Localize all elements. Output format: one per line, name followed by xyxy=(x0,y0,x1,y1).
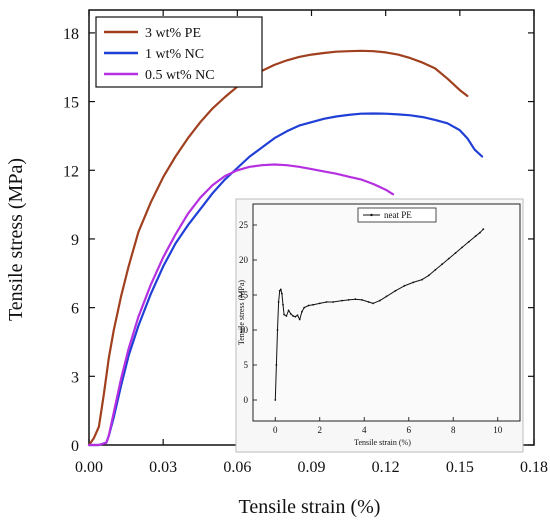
inset-point xyxy=(312,303,314,306)
inset-point xyxy=(378,299,381,302)
inset-y-tick-label: 10 xyxy=(239,325,249,335)
inset-point xyxy=(412,281,415,284)
inset-y-axis-label: Tensile stress (MPa) xyxy=(237,280,246,346)
x-tick-label: 0.12 xyxy=(372,459,400,476)
inset-point xyxy=(283,313,285,316)
series-line-3 xyxy=(87,163,395,447)
inset-y-tick-label: 15 xyxy=(239,290,249,300)
inset-point xyxy=(482,228,485,231)
inset-point xyxy=(394,289,397,292)
inset-point xyxy=(474,235,477,238)
legend: 3 wt% PE 1 wt% NC 0.5 wt% NC xyxy=(95,16,263,88)
inset-point xyxy=(303,306,306,309)
inset-point xyxy=(278,289,281,292)
inset-legend-marker xyxy=(370,213,373,217)
x-tick-label: 0.06 xyxy=(223,459,251,476)
inset-point xyxy=(279,288,282,291)
inset-point xyxy=(325,301,328,303)
inset-point xyxy=(367,301,370,303)
inset-point xyxy=(289,313,292,315)
inset-y-tick-label: 5 xyxy=(244,360,249,370)
inset-y-tick-label: 20 xyxy=(239,255,249,265)
y-tick-label: 9 xyxy=(71,232,79,249)
inset-point xyxy=(354,298,357,301)
y-tick-label: 3 xyxy=(71,369,79,386)
inset-legend: neat PE xyxy=(357,207,437,223)
x-tick-label: 0.00 xyxy=(75,459,103,476)
legend-label-2: 1 wt% NC xyxy=(145,47,204,62)
inset-point xyxy=(296,314,299,317)
inset-point xyxy=(287,309,290,312)
inset-x-tick-label: 0 xyxy=(273,425,278,435)
inset-point xyxy=(301,310,303,313)
inset-point xyxy=(307,304,310,307)
inset-y-tick-label: 0 xyxy=(244,395,249,405)
inset-legend-label: neat PE xyxy=(384,210,412,220)
series-line-2 xyxy=(87,112,484,447)
y-axis-label: Tensile stress (MPa) xyxy=(5,158,27,321)
inset-point xyxy=(403,285,406,287)
inset-point xyxy=(427,274,430,277)
inset-point xyxy=(434,268,437,271)
inset-point xyxy=(372,302,374,305)
inset-point xyxy=(347,299,350,301)
y-tick-label: 6 xyxy=(71,301,79,318)
inset-x-tick-label: 4 xyxy=(362,425,367,435)
inset-point xyxy=(282,303,284,306)
inset-point xyxy=(281,292,283,295)
inset-x-tick-label: 8 xyxy=(451,425,456,435)
inset-point xyxy=(479,231,481,234)
inset-x-axis-label: Tensile strain (%) xyxy=(354,438,411,447)
legend-label-1: 3 wt% PE xyxy=(145,26,201,41)
inset-point xyxy=(454,252,457,254)
inset-point xyxy=(277,301,280,303)
inset-point xyxy=(385,295,388,298)
legend-label-3: 0.5 wt% NC xyxy=(145,68,215,83)
y-tick-label: 15 xyxy=(63,95,79,112)
inset-point xyxy=(276,329,279,331)
inset-y-tick-label: 25 xyxy=(239,220,249,230)
inset-point xyxy=(467,240,470,243)
y-tick-label: 0 xyxy=(71,438,79,455)
inset-point xyxy=(318,302,321,305)
inset-point xyxy=(292,315,294,317)
inset-x-tick-label: 10 xyxy=(493,425,503,435)
inset-point xyxy=(341,299,343,302)
inset-point xyxy=(361,299,363,301)
y-tick-label: 12 xyxy=(63,163,79,180)
x-tick-label: 0.03 xyxy=(149,459,177,476)
x-axis-label: Tensile strain (%) xyxy=(239,496,381,518)
inset-point xyxy=(421,278,423,281)
inset-point xyxy=(274,399,277,401)
y-tick-label: 18 xyxy=(63,26,79,43)
inset-frame xyxy=(252,203,521,422)
inset-point xyxy=(275,364,278,366)
x-tick-label: 0.15 xyxy=(446,459,474,476)
inset-x-tick-label: 2 xyxy=(318,425,323,435)
inset-point xyxy=(332,301,334,303)
inset-x-tick-label: 6 xyxy=(407,425,412,435)
inset-point xyxy=(285,315,288,317)
inset-point xyxy=(294,315,297,318)
inset-point xyxy=(447,257,450,260)
x-tick-label: 0.18 xyxy=(520,459,548,476)
inset-legend-frame xyxy=(357,207,437,223)
inset-point xyxy=(441,263,443,266)
inset-point xyxy=(461,246,463,249)
x-tick-label: 0.09 xyxy=(298,459,326,476)
inset-point xyxy=(298,318,301,321)
